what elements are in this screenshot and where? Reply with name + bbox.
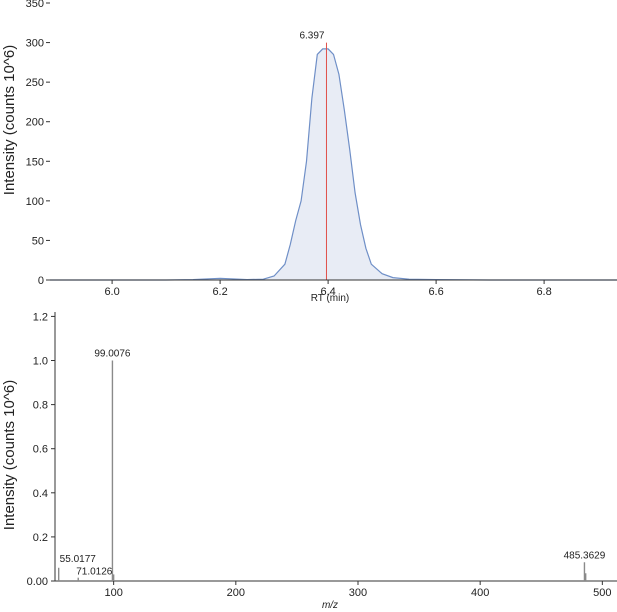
spectrum-y-tick-label: 1.2	[33, 311, 48, 323]
apex-rt-label: 6.397	[299, 31, 324, 42]
spectrum-peak-label: 71.0126	[76, 567, 113, 578]
chromatogram-panel: Intensity (counts 10^6) 6.397 0 50 100 150 2…	[1, 0, 617, 304]
chromatogram-fill	[50, 48, 617, 281]
spectrum-y-tick-label: 0.6	[33, 444, 48, 456]
chromatogram-x-ticks: 6.0 6.2 6.4 6.6 6.8	[104, 280, 552, 298]
spectrum-peak-label: 55.0177	[60, 554, 97, 565]
spectrum-x-ticks: 100 200 300 400 500	[104, 581, 612, 599]
chromatogram-x-tick-label: 6.0	[104, 286, 119, 298]
chromatogram-y-ticks: 0 50 100 150 200 250 300 350	[26, 0, 50, 287]
spectrum-y-ticks: 0.00 0.2 0.4 0.6 0.8 1.0 1.2	[27, 311, 55, 588]
chromatogram-y-tick-label: 0	[38, 275, 44, 287]
spectrum-x-tick-label: 300	[349, 587, 367, 599]
chromatogram-x-tick-label: 6.8	[536, 286, 551, 298]
spectrum-peak-label: 485.3629	[564, 550, 606, 561]
spectrum-panel: Intensity (counts 10^6) 0.00 0.2 0.4 0.6 0.8…	[1, 311, 617, 611]
chromatogram-y-tick-label: 100	[26, 196, 44, 208]
spectrum-y-tick-label: 0.4	[33, 488, 48, 500]
spectrum-y-tick-label: 0.00	[27, 576, 48, 588]
chromatogram-y-tick-label: 350	[26, 0, 44, 10]
chromatogram-y-tick-label: 50	[32, 235, 44, 247]
chromatogram-x-tick-label: 6.2	[212, 286, 227, 298]
spectrum-peaks	[57, 360, 587, 581]
spectrum-y-tick-label: 0.2	[33, 532, 48, 544]
spectrum-x-tick-label: 400	[471, 587, 489, 599]
chromatogram-y-axis-label: Intensity (counts 10^6)	[1, 45, 18, 195]
chromatogram-trace	[50, 48, 617, 281]
chromatogram-x-axis-label: RT (min)	[311, 293, 350, 304]
spectrum-peak-label: 99.0076	[94, 349, 131, 360]
chromatogram-y-tick-label: 150	[26, 156, 44, 168]
spectrum-y-tick-label: 1.0	[33, 356, 48, 368]
chromatogram-y-tick-label: 250	[26, 77, 44, 89]
spectrum-x-tick-label: 500	[593, 587, 611, 599]
spectrum-y-axis-label: Intensity (counts 10^6)	[1, 380, 18, 530]
chromatogram-y-tick-label: 200	[26, 117, 44, 129]
chromatogram-y-tick-label: 300	[26, 38, 44, 50]
spectrum-y-tick-label: 0.8	[33, 400, 48, 412]
spectrum-x-tick-label: 200	[227, 587, 245, 599]
spectrum-x-axis-label: m/z	[322, 600, 338, 611]
chromatogram-x-tick-label: 6.4	[320, 286, 335, 298]
chromatogram-x-tick-label: 6.6	[428, 286, 443, 298]
spectrum-x-tick-label: 100	[104, 587, 122, 599]
spectrum-peak-labels: 55.0177 71.0126 99.0076 485.3629	[60, 349, 606, 578]
